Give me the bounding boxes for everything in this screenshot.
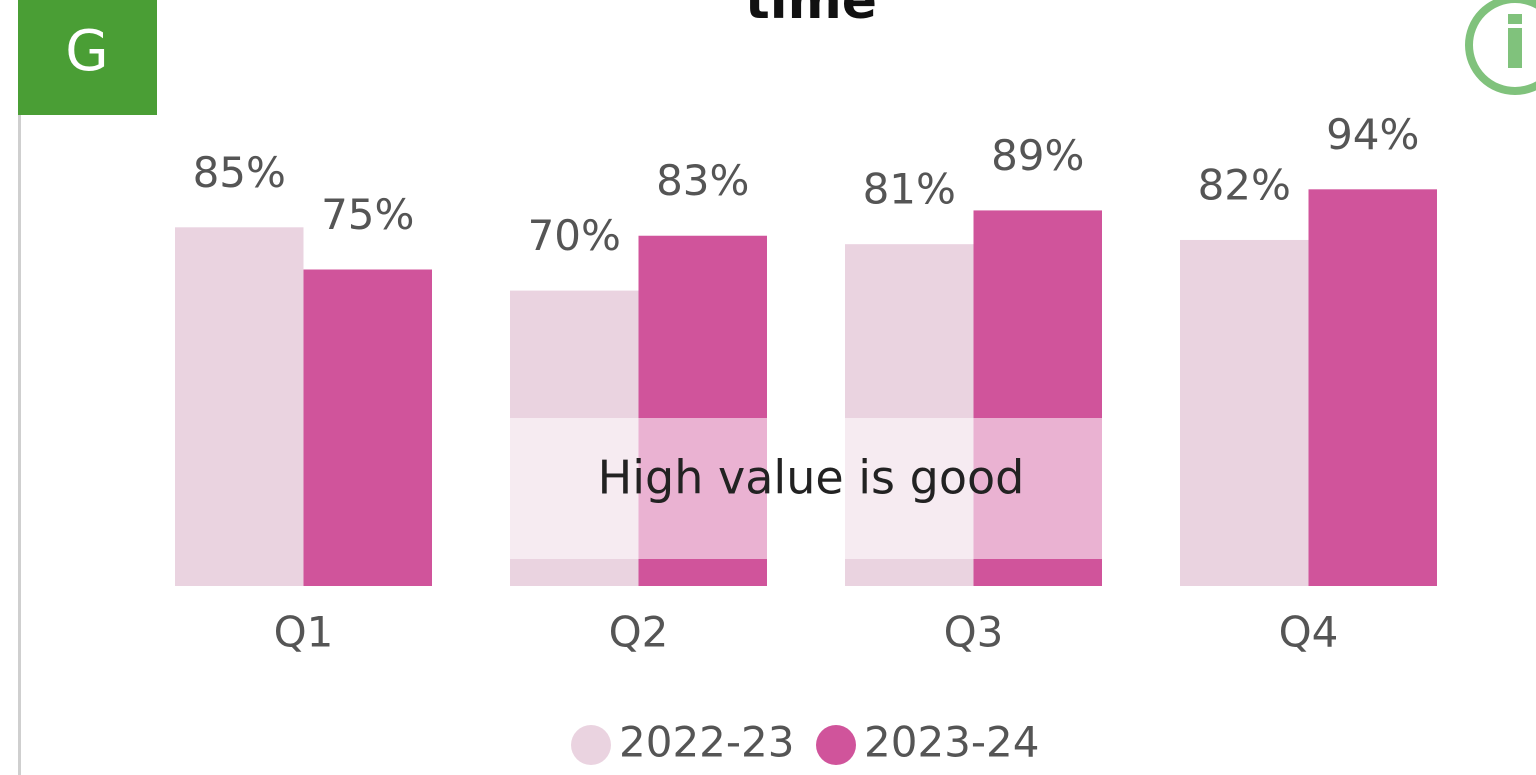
bar: [175, 227, 304, 587]
x-tick-label: Q2: [609, 608, 669, 657]
data-label: 85%: [193, 148, 286, 197]
chart-title: time: [745, 0, 877, 31]
legend-swatch: [816, 725, 856, 765]
info-icon-ring: [1465, 0, 1536, 95]
annotation-box: [510, 418, 1102, 559]
x-tick-label: Q3: [944, 608, 1004, 657]
bar: [1308, 189, 1437, 586]
info-icon-dot: [1508, 14, 1522, 24]
legend-swatch: [571, 725, 611, 765]
left-border: [18, 115, 21, 775]
info-icon-stem: [1508, 28, 1522, 68]
data-label: 89%: [991, 131, 1084, 180]
x-tick-label: Q4: [1279, 608, 1339, 657]
info-icon[interactable]: [1465, 0, 1536, 95]
annotation: High value is good: [598, 451, 1025, 505]
badge-letter: G: [65, 19, 108, 84]
data-label: 94%: [1326, 110, 1419, 159]
legend-label: 2022-23: [619, 718, 795, 767]
data-label: 70%: [528, 211, 621, 260]
bar: [1180, 239, 1309, 586]
badge: [18, 0, 157, 115]
data-label: 82%: [1198, 160, 1291, 209]
legend-label: 2023-24: [864, 718, 1040, 767]
data-label: 83%: [656, 156, 749, 205]
data-label: 75%: [321, 190, 414, 239]
bar: [303, 269, 432, 586]
data-label: 81%: [863, 165, 956, 214]
x-tick-label: Q1: [274, 608, 334, 657]
